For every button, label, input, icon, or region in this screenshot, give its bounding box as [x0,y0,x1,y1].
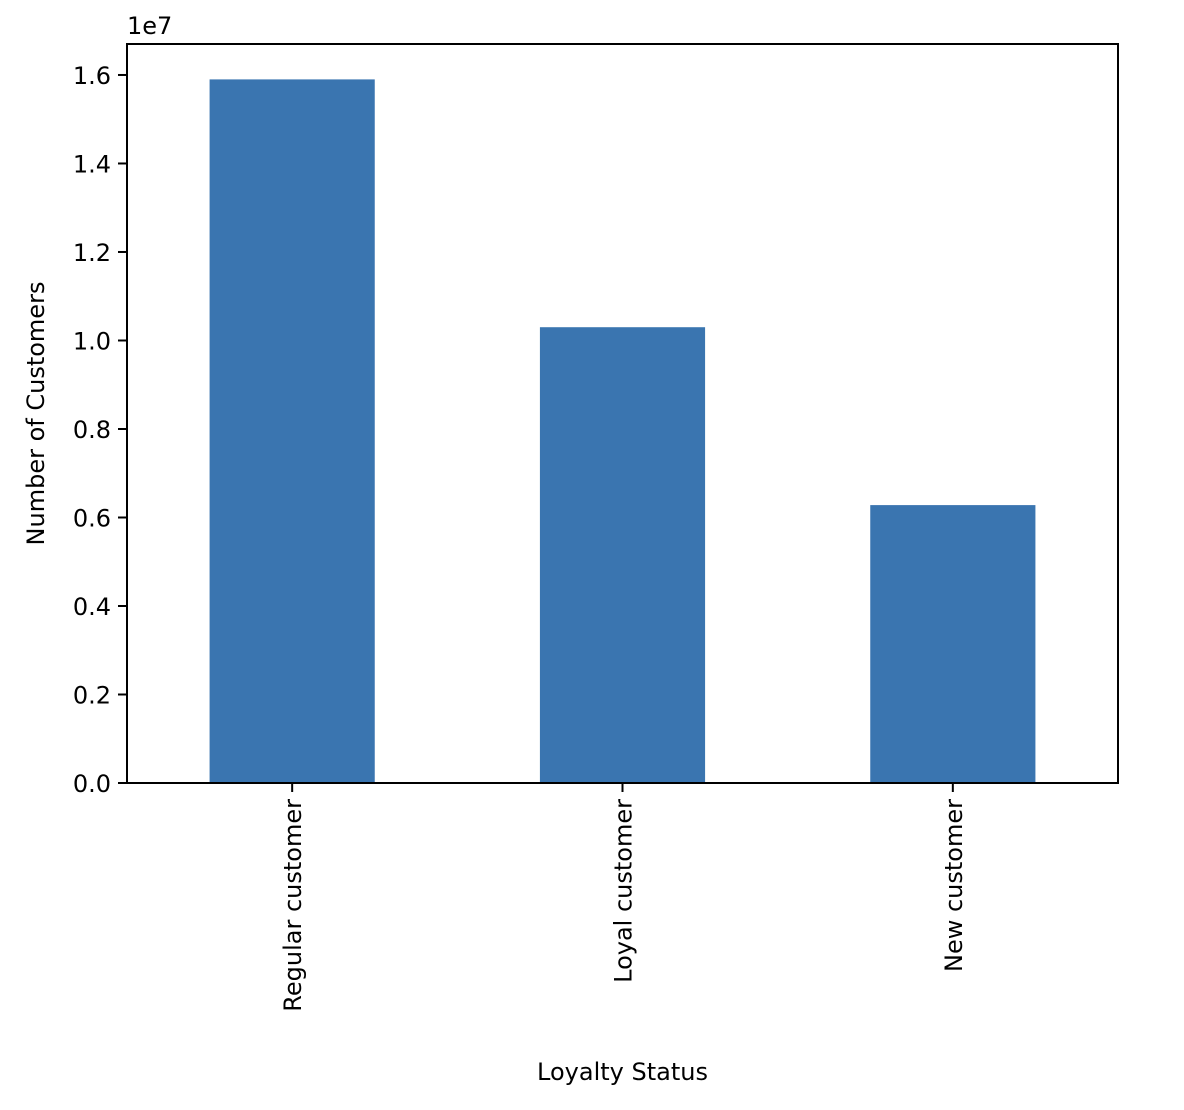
y-tick-label: 0.2 [73,681,111,709]
x-tick-label: New customer [940,799,968,972]
y-tick-label: 0.0 [73,770,111,798]
bars-group [209,79,1036,784]
y-tick-label: 0.8 [73,416,111,444]
x-tick-label: Loyal customer [610,799,638,983]
bar-new-customer [870,505,1036,783]
y-tick-label: 1.6 [73,62,111,90]
y-tick-label: 1.2 [73,239,111,267]
y-axis: 0.0 0.2 0.4 0.6 0.8 1.0 1.2 1.4 1.6 [73,62,127,798]
y-tick-label: 1.4 [73,150,111,178]
y-axis-label: Number of Customers [22,282,50,546]
plot-frame [126,43,1119,784]
bar-loyal-customer [539,327,706,783]
y-tick-label: 1.0 [73,327,111,355]
x-axis-label: Loyalty Status [537,1058,708,1086]
y-axis-offset-label: 1e7 [127,12,172,40]
x-tick-label: Regular customer [279,799,307,1012]
y-tick-label: 0.4 [73,593,111,621]
x-axis: Regular customer Loyal customer New custom… [279,783,968,1012]
y-tick-label: 0.6 [73,504,111,532]
bar-regular-customer [209,79,375,784]
